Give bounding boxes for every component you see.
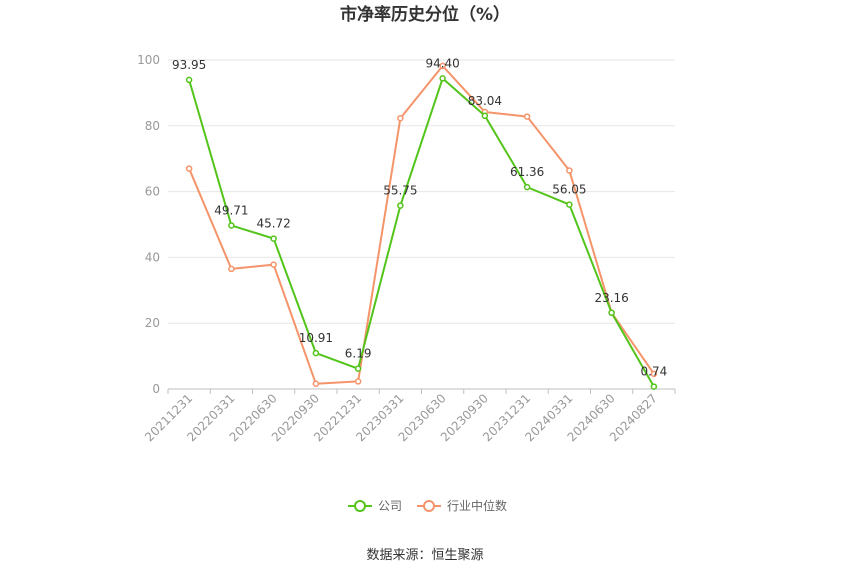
- data-label-9: 56.05: [552, 183, 586, 197]
- y-tick-label-3: 60: [145, 185, 160, 199]
- series-line-1: [188, 64, 655, 385]
- series-0-point-10: [608, 309, 615, 317]
- data-label-2: 45.72: [256, 217, 290, 231]
- source-note: 数据来源：恒生聚源: [366, 548, 483, 563]
- series-1-point-2: [270, 261, 277, 268]
- data-label-10: 23.16: [594, 291, 628, 305]
- y-tick-label-1: 20: [145, 316, 160, 330]
- series-1-point-11: [650, 370, 658, 378]
- y-tick-label-5: 100: [137, 53, 160, 67]
- series-0-point-9: [566, 201, 573, 208]
- chart-title: 市净率历史分位（%）: [340, 4, 510, 25]
- series-1-point-0: [185, 165, 193, 172]
- series-1-point-5: [397, 114, 404, 122]
- grid: [168, 59, 675, 324]
- series-0-point-1: [228, 222, 235, 229]
- data-label-5: 55.75: [383, 184, 417, 198]
- y-tick-label-0: 0: [152, 382, 160, 396]
- series-0-point-8: [523, 183, 531, 191]
- x-axis: 2021123120220331202206302022093020221231…: [142, 388, 676, 444]
- legend-item-0[interactable]: 公司: [348, 499, 402, 513]
- data-label-11: 0.74: [641, 365, 668, 379]
- data-label-3: 10.91: [299, 331, 333, 345]
- series-1-point-4: [354, 378, 362, 385]
- series-1-point-8: [523, 113, 531, 120]
- legend-item-1[interactable]: 行业中位数: [417, 498, 507, 513]
- series-0-point-3: [312, 349, 320, 357]
- series-0-point-4: [354, 365, 362, 372]
- data-label-8: 61.36: [510, 165, 544, 179]
- series-0-point-5: [397, 202, 404, 209]
- series-1-point-6: [439, 62, 446, 70]
- legend-swatch-marker-1: [423, 500, 435, 512]
- series-0-point-6: [439, 75, 446, 82]
- series-0-point-0: [185, 76, 193, 84]
- series-0-point-11: [650, 383, 658, 390]
- series-1-point-3: [312, 380, 320, 387]
- series-0-point-2: [270, 235, 277, 242]
- data-label-1: 49.71: [214, 203, 248, 217]
- y-tick-label-2: 40: [145, 250, 160, 264]
- legend[interactable]: 公司 行业中位数: [348, 498, 507, 513]
- series-layer: 93.95 49.71 45.72 10.91 6.19 55.75 94.40 83.04 6…: [172, 56, 668, 390]
- legend-swatch-marker-0: [354, 500, 366, 512]
- series-1-point-1: [228, 265, 235, 273]
- data-label-7: 83.04: [468, 94, 502, 108]
- series-1-point-9: [566, 167, 573, 174]
- y-tick-label-4: 80: [145, 119, 160, 133]
- data-label-6: 94.40: [425, 56, 459, 70]
- legend-label-1: 行业中位数: [447, 498, 507, 513]
- data-label-0: 93.95: [172, 58, 206, 72]
- legend-label-0: 公司: [378, 499, 402, 513]
- series-line-0: [188, 77, 655, 388]
- data-label-4: 6.19: [345, 347, 372, 361]
- series-0-point-7: [481, 112, 489, 120]
- y-axis: 0 20 40 60 80 100: [137, 53, 160, 396]
